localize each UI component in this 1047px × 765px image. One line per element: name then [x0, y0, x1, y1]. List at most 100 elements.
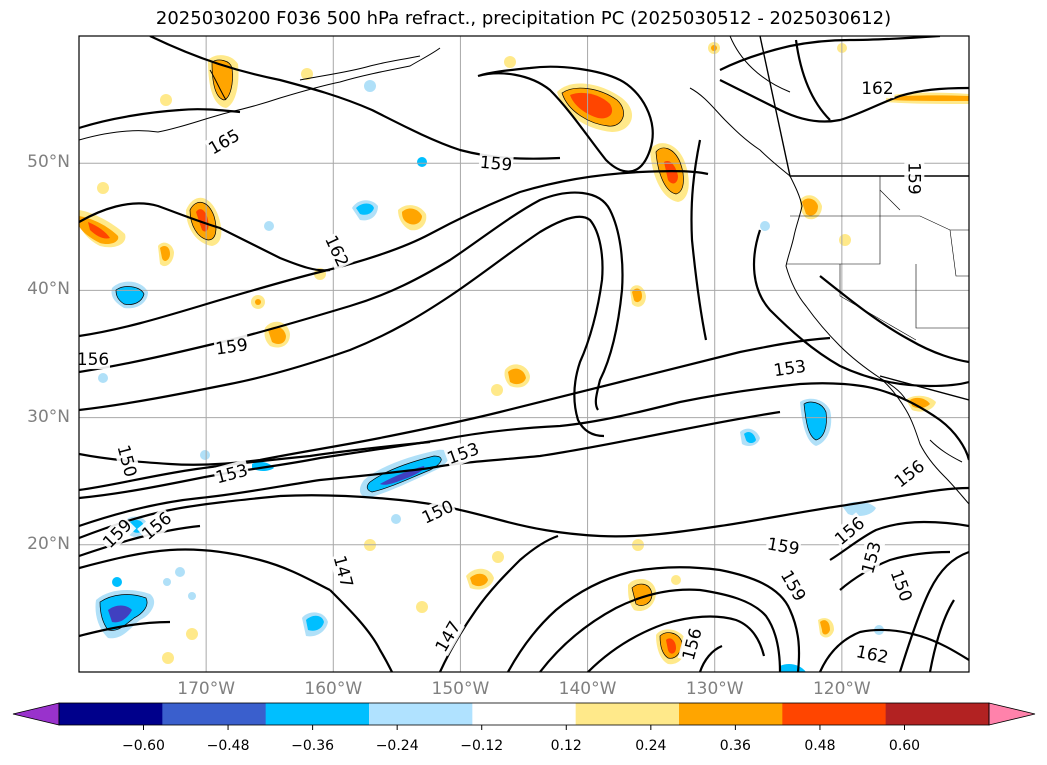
- contour-label-backing: [886, 566, 917, 605]
- contour-label: 156: [77, 349, 110, 370]
- contour-label: 165: [204, 124, 244, 159]
- colorbar-box: [575, 703, 680, 725]
- contour-label-text: 159: [479, 153, 513, 176]
- contour-label-backing: [904, 161, 925, 196]
- contour-label-text: 159: [903, 162, 923, 194]
- contour-label-text: 156: [679, 626, 707, 663]
- contour-label: 147: [329, 552, 358, 591]
- contour-label: 162: [853, 640, 892, 668]
- contour-label-text: 159: [765, 534, 800, 559]
- contour-label-backing: [430, 616, 465, 657]
- contour-label: 153: [443, 438, 483, 469]
- contour-label: 159: [478, 151, 514, 176]
- colorbar-tick-label: 0.12: [550, 738, 582, 754]
- latitude-label: 40°N: [27, 279, 70, 300]
- longitude-label: 160°W: [304, 679, 363, 699]
- contour-label-backing: [113, 441, 142, 480]
- contour-label-text: 162: [854, 642, 890, 668]
- colorbar-tick-label: −0.24: [375, 738, 419, 754]
- contour-label: 150: [112, 441, 142, 480]
- precip-shading: [79, 42, 969, 672]
- contour-label: 159: [213, 334, 250, 360]
- contour-label-text: 162: [861, 79, 893, 99]
- coastline: [79, 36, 969, 505]
- contour-label: 156: [889, 455, 929, 492]
- contour-label-backing: [830, 512, 869, 550]
- colorbar-ticks: [143, 725, 905, 730]
- contour-label-text: 156: [831, 513, 869, 549]
- contour-label: 153: [771, 355, 808, 381]
- longitude-label: 120°W: [812, 679, 871, 699]
- latitude-label: 50°N: [27, 152, 70, 173]
- contour-label-text: 165: [205, 126, 243, 160]
- contour-label-backing: [137, 507, 177, 545]
- contour-label-backing: [478, 151, 514, 175]
- colorbar-box: [265, 703, 370, 725]
- colorbar-under-arrow: [12, 702, 60, 726]
- colorbar-tick-label: 0.36: [719, 738, 751, 754]
- colorbar-tick-label: 0.60: [888, 738, 921, 754]
- colorbar-boxes: [59, 703, 990, 725]
- contour-label-backing: [860, 78, 895, 99]
- contour-lines: [79, 36, 969, 672]
- state-borders: [786, 176, 969, 341]
- colorbar-box: [369, 703, 473, 725]
- contour-label-backing: [98, 514, 137, 553]
- contour-label-backing: [79, 349, 110, 370]
- contour-label: 156: [677, 625, 707, 664]
- latitude-label: 30°N: [27, 406, 70, 427]
- contour-label-backing: [776, 565, 811, 606]
- figure-title: 2025030200 F036 500 hPa refract., precip…: [155, 8, 892, 29]
- colorbar: [12, 702, 1036, 730]
- contour-label: 162: [860, 78, 895, 99]
- longitude-label: 170°W: [177, 679, 236, 699]
- contour-label: 150: [417, 495, 458, 529]
- latitude-label: 20°N: [27, 533, 70, 554]
- colorbar-tick-label: −0.12: [460, 738, 504, 754]
- contour-label-backing: [857, 538, 886, 577]
- contour-label: 150: [886, 566, 917, 605]
- contour-label: 156: [137, 507, 177, 545]
- colorbar-tick-label: 0.24: [635, 738, 667, 754]
- contour-label-text: 156: [138, 508, 176, 544]
- gridlines: [79, 36, 969, 672]
- contour-label-text: 156: [77, 350, 109, 370]
- longitude-label: 150°W: [431, 679, 490, 699]
- longitude-label: 140°W: [558, 679, 617, 699]
- longitude-label: 130°W: [685, 679, 744, 699]
- colorbar-tick-label: 0.48: [804, 738, 836, 754]
- contour-label-backing: [853, 640, 892, 668]
- contour-label: 153: [857, 538, 886, 577]
- contour-label-backing: [771, 355, 808, 381]
- contour-label: 159: [764, 533, 802, 560]
- contour-label-backing: [329, 552, 358, 591]
- contour-label-backing: [213, 334, 250, 359]
- contour-label-backing: [764, 533, 802, 559]
- contour-label: 159: [903, 161, 925, 196]
- contour-label-text: 156: [891, 456, 929, 492]
- contour-label-backing: [417, 495, 458, 528]
- colorbar-tick-label: −0.36: [291, 738, 335, 754]
- colorbar-box: [162, 703, 267, 725]
- colorbar-box: [472, 703, 577, 725]
- contour-label-text: 159: [214, 335, 249, 359]
- precip-outlines: [99, 59, 827, 659]
- colorbar-box: [679, 703, 783, 725]
- contour-label-text: 153: [445, 439, 482, 469]
- contour-label-backing: [204, 124, 244, 159]
- contour-label-backing: [889, 455, 929, 492]
- colorbar-frame: [58, 702, 990, 726]
- contour-label-backing: [212, 459, 251, 488]
- colorbar-tick-label: −0.48: [206, 738, 250, 754]
- colorbar-box: [59, 703, 163, 725]
- map-frame: [78, 35, 970, 673]
- contour-label-text: 153: [772, 357, 807, 381]
- colorbar-over-arrow: [988, 702, 1036, 726]
- contour-label-text: 150: [886, 567, 916, 604]
- colorbar-tick-label: −0.60: [122, 738, 165, 754]
- contour-label-backing: [320, 231, 354, 271]
- contour-label-backing: [677, 625, 706, 664]
